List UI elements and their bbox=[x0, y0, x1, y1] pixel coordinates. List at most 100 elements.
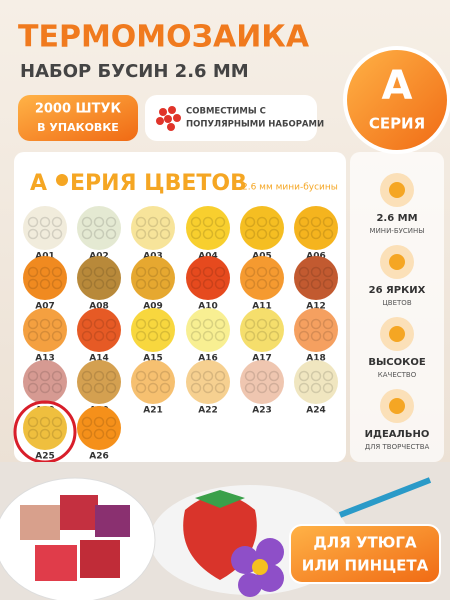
bead bbox=[244, 228, 256, 240]
bead bbox=[214, 318, 226, 330]
bead bbox=[268, 216, 280, 228]
panel-note: 2.6 мм мини-бусины bbox=[242, 183, 338, 193]
leaf bbox=[195, 490, 245, 508]
swatch bbox=[23, 308, 67, 352]
swatch-label: A15 bbox=[143, 354, 163, 364]
bead-icon bbox=[56, 174, 68, 186]
bead bbox=[202, 382, 214, 394]
palette-panel bbox=[14, 152, 346, 462]
bead bbox=[51, 416, 63, 428]
bead bbox=[135, 216, 147, 228]
swatch bbox=[23, 360, 67, 404]
bead bbox=[81, 428, 93, 440]
bead bbox=[93, 278, 105, 290]
bead bbox=[202, 228, 214, 240]
badge-text: 2000 ШТУК bbox=[35, 102, 122, 117]
bead bbox=[51, 382, 63, 394]
swatch bbox=[186, 206, 230, 250]
bead bbox=[298, 228, 310, 240]
bead bbox=[27, 216, 39, 228]
bead bbox=[105, 228, 117, 240]
bead bbox=[27, 416, 39, 428]
bead bbox=[310, 216, 322, 228]
bead bbox=[27, 266, 39, 278]
bead bbox=[214, 382, 226, 394]
bead bbox=[322, 382, 334, 394]
bead bbox=[93, 428, 105, 440]
bead bbox=[322, 330, 334, 342]
panel-title: ЕРИЯ ЦВЕТОВ bbox=[70, 171, 247, 196]
bead bbox=[268, 370, 280, 382]
bead bbox=[322, 370, 334, 382]
bead bbox=[244, 330, 256, 342]
bead bbox=[135, 266, 147, 278]
bead bbox=[27, 330, 39, 342]
compat-badge bbox=[145, 95, 317, 141]
swatch-label: A08 bbox=[89, 302, 109, 312]
badge-text: В УПАКОВКЕ bbox=[37, 121, 119, 134]
bead bbox=[310, 228, 322, 240]
bead bbox=[310, 330, 322, 342]
bead bbox=[202, 266, 214, 278]
bead bbox=[214, 330, 226, 342]
bead bbox=[39, 278, 51, 290]
swatch bbox=[240, 308, 284, 352]
feature-title: ВЫСОКОЕ bbox=[368, 357, 425, 368]
feature-icon-core bbox=[389, 182, 405, 198]
swatch bbox=[77, 360, 121, 404]
swatch bbox=[186, 308, 230, 352]
swatch-label: A10 bbox=[198, 302, 218, 312]
button-text: ДЛЯ УТЮГА bbox=[313, 534, 417, 552]
bead bbox=[93, 416, 105, 428]
bead bbox=[51, 370, 63, 382]
features: 2.6 ММ МИНИ-БУСИНЫ 26 ЯРКИХ ЦВЕТОВ ВЫСОКОЕ КА… bbox=[365, 173, 430, 451]
bead bbox=[93, 266, 105, 278]
feature-title: 26 ЯРКИХ bbox=[369, 285, 426, 296]
bead bbox=[135, 330, 147, 342]
bead bbox=[51, 330, 63, 342]
badge-text: СОВМЕСТИМЫ С bbox=[186, 107, 266, 117]
bead bbox=[39, 416, 51, 428]
bead bbox=[202, 318, 214, 330]
bead bbox=[298, 278, 310, 290]
bead bbox=[310, 278, 322, 290]
swatch bbox=[131, 256, 175, 300]
bead bbox=[81, 318, 93, 330]
bead bbox=[81, 228, 93, 240]
bead bbox=[27, 278, 39, 290]
bead bbox=[190, 382, 202, 394]
bead bbox=[256, 318, 268, 330]
bead bbox=[81, 370, 93, 382]
bead bbox=[322, 318, 334, 330]
bead bbox=[298, 318, 310, 330]
bead bbox=[51, 216, 63, 228]
swatch-label: A09 bbox=[143, 302, 163, 312]
bead bbox=[202, 278, 214, 290]
feature-title: 2.6 ММ bbox=[376, 213, 417, 224]
bead bbox=[244, 370, 256, 382]
bead bbox=[256, 278, 268, 290]
feature-text: ДЛЯ ТВОРЧЕСТВА bbox=[365, 443, 430, 451]
bead bbox=[190, 370, 202, 382]
bead bbox=[147, 216, 159, 228]
swatch-label: A17 bbox=[252, 354, 272, 364]
swatch bbox=[23, 406, 67, 450]
bead bbox=[256, 370, 268, 382]
bead bbox=[93, 318, 105, 330]
bead bbox=[105, 370, 117, 382]
bead bbox=[135, 228, 147, 240]
bead bbox=[27, 428, 39, 440]
bead bbox=[39, 330, 51, 342]
bead bbox=[39, 370, 51, 382]
bead bbox=[322, 266, 334, 278]
flower bbox=[231, 538, 284, 597]
bead bbox=[159, 278, 171, 290]
bead bbox=[27, 370, 39, 382]
features-panel bbox=[350, 152, 444, 462]
bead bbox=[298, 330, 310, 342]
swatch-label: A16 bbox=[198, 354, 218, 364]
bead bbox=[244, 318, 256, 330]
bead bbox=[190, 216, 202, 228]
swatch-label: A13 bbox=[35, 354, 55, 364]
bead bbox=[105, 278, 117, 290]
